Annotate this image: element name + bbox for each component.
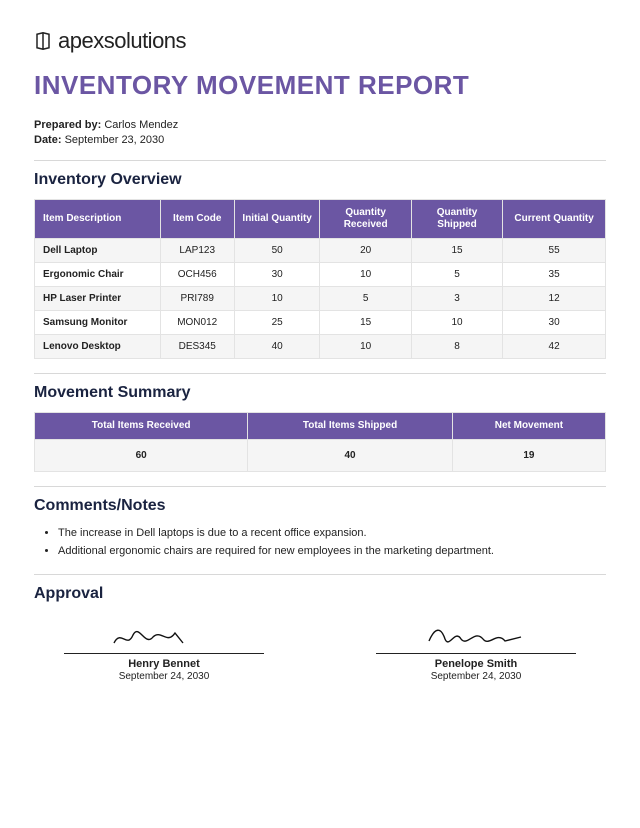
cell: 55	[503, 239, 606, 263]
cell: DES345	[160, 335, 234, 359]
signature-icon	[376, 617, 576, 651]
signature-block: Henry Bennet September 24, 2030	[64, 617, 264, 682]
divider	[34, 486, 606, 487]
date-value: September 23, 2030	[65, 134, 165, 146]
signer-date: September 24, 2030	[64, 671, 264, 682]
signature-line	[64, 653, 264, 654]
col-header: Current Quantity	[503, 200, 606, 239]
summary-table: Total Items Received Total Items Shipped…	[34, 412, 606, 472]
table-row: Dell LaptopLAP12350201555	[35, 239, 606, 263]
table-row: 60 40 19	[35, 440, 606, 472]
cell: 30	[234, 263, 320, 287]
cell: HP Laser Printer	[35, 287, 161, 311]
cell: 5	[411, 263, 502, 287]
cell: 19	[452, 440, 605, 472]
brand-logo: apexsolutions	[34, 28, 606, 54]
table-row: Lenovo DesktopDES3454010842	[35, 335, 606, 359]
cell: 42	[503, 335, 606, 359]
cell: MON012	[160, 311, 234, 335]
overview-title: Inventory Overview	[34, 171, 606, 189]
list-item: Additional ergonomic chairs are required…	[58, 543, 606, 561]
date-line: Date: September 23, 2030	[34, 134, 606, 146]
cell: 15	[320, 311, 411, 335]
cell: 5	[320, 287, 411, 311]
approval-row: Henry Bennet September 24, 2030 Penelope…	[34, 617, 606, 682]
cell: 10	[320, 263, 411, 287]
cell: LAP123	[160, 239, 234, 263]
signer-name: Penelope Smith	[376, 658, 576, 670]
cell: 50	[234, 239, 320, 263]
cell: 35	[503, 263, 606, 287]
col-header: Initial Quantity	[234, 200, 320, 239]
cell: OCH456	[160, 263, 234, 287]
col-header: Item Code	[160, 200, 234, 239]
cell: Samsung Monitor	[35, 311, 161, 335]
col-header: Total Items Shipped	[248, 413, 452, 440]
cell: Dell Laptop	[35, 239, 161, 263]
cell: 12	[503, 287, 606, 311]
col-header: Quantity Received	[320, 200, 411, 239]
table-header-row: Total Items Received Total Items Shipped…	[35, 413, 606, 440]
col-header: Total Items Received	[35, 413, 248, 440]
prepared-by-label: Prepared by:	[34, 119, 101, 131]
signer-date: September 24, 2030	[376, 671, 576, 682]
cell: 25	[234, 311, 320, 335]
cell: 10	[411, 311, 502, 335]
divider	[34, 160, 606, 161]
table-header-row: Item Description Item Code Initial Quant…	[35, 200, 606, 239]
cell: 40	[248, 440, 452, 472]
cell: 40	[234, 335, 320, 359]
table-row: Ergonomic ChairOCH4563010535	[35, 263, 606, 287]
cell: 60	[35, 440, 248, 472]
overview-table: Item Description Item Code Initial Quant…	[34, 199, 606, 359]
table-row: HP Laser PrinterPRI789105312	[35, 287, 606, 311]
cell: 10	[320, 335, 411, 359]
prepared-by-line: Prepared by: Carlos Mendez	[34, 119, 606, 131]
prepared-by-value: Carlos Mendez	[104, 119, 178, 131]
summary-title: Movement Summary	[34, 384, 606, 402]
notes-list: The increase in Dell laptops is due to a…	[34, 525, 606, 560]
cell: Lenovo Desktop	[35, 335, 161, 359]
approval-title: Approval	[34, 585, 606, 603]
brand-name: apexsolutions	[58, 28, 186, 54]
cell: 20	[320, 239, 411, 263]
col-header: Quantity Shipped	[411, 200, 502, 239]
notes-title: Comments/Notes	[34, 497, 606, 515]
signer-name: Henry Bennet	[64, 658, 264, 670]
col-header: Net Movement	[452, 413, 605, 440]
cell: 8	[411, 335, 502, 359]
signature-block: Penelope Smith September 24, 2030	[376, 617, 576, 682]
cell: Ergonomic Chair	[35, 263, 161, 287]
signature-icon	[64, 617, 264, 651]
divider	[34, 574, 606, 575]
cell: 3	[411, 287, 502, 311]
cell: 15	[411, 239, 502, 263]
logo-icon	[34, 32, 52, 50]
table-row: Samsung MonitorMON01225151030	[35, 311, 606, 335]
cell: 30	[503, 311, 606, 335]
col-header: Item Description	[35, 200, 161, 239]
date-label: Date:	[34, 134, 62, 146]
divider	[34, 373, 606, 374]
report-title: INVENTORY MOVEMENT REPORT	[34, 70, 606, 101]
cell: 10	[234, 287, 320, 311]
list-item: The increase in Dell laptops is due to a…	[58, 525, 606, 543]
signature-line	[376, 653, 576, 654]
cell: PRI789	[160, 287, 234, 311]
